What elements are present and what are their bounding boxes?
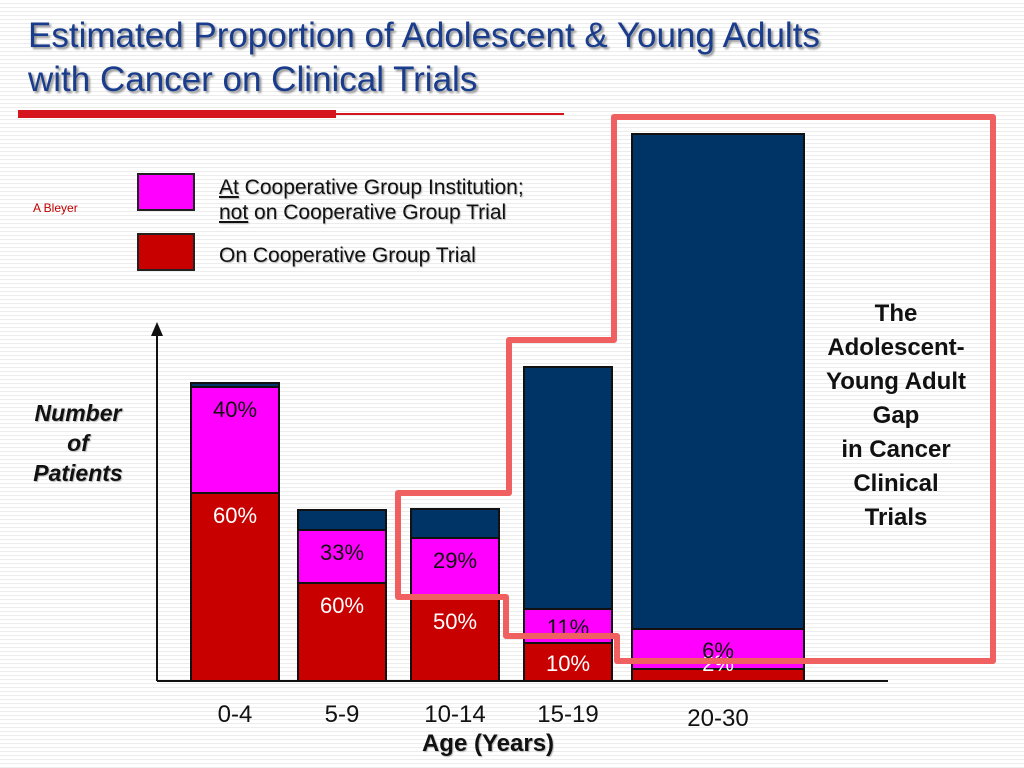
percent-label-at-institution-0-4: 40% (213, 397, 257, 422)
bar-segment-on-trial-10-14 (410, 598, 500, 682)
legend-at-word: At (219, 176, 239, 199)
x-axis-label: Age (Years) (421, 730, 555, 757)
x-tick-label-10-14: 10-14 (424, 701, 485, 728)
bar-segment-other-20-30 (631, 133, 805, 630)
y-axis-label-line: Patients (33, 460, 123, 486)
x-tick-label-0-4: 0-4 (218, 701, 253, 728)
bar-segment-on-trial-15-19 (523, 642, 613, 682)
bar-segment-at-institution-5-9 (297, 529, 387, 584)
gap-annotation-line: Clinical (853, 470, 939, 497)
bar-segment-other-5-9 (297, 509, 387, 531)
bar-segment-at-institution-0-4 (190, 386, 280, 494)
gap-annotation-line: Adolescent- (827, 334, 965, 361)
ticks-group: 0-4 5-9 10-14 15-19 20-30 (218, 701, 749, 732)
legend-label-at-institution: At Cooperative Group Institution; not on… (219, 175, 524, 225)
percent-label-on-trial-0-4: 60% (213, 503, 257, 528)
axes-group (151, 322, 888, 682)
gap-annotation-line: Gap (872, 402, 920, 429)
y-axis-label-line: Number (34, 400, 122, 426)
bar-segment-other-0-4 (190, 382, 280, 388)
gap-annotation-line: Trials (864, 504, 928, 531)
percent-label-at-institution-5-9: 33% (320, 540, 364, 565)
gap-annotation: The Adolescent- Young Adult Gap in Cance… (806, 297, 986, 535)
bar-segment-other-15-19 (523, 366, 613, 610)
legend-line2-rest: on Cooperative Group Trial (248, 201, 507, 224)
bar-segment-on-trial-0-4 (190, 492, 280, 682)
x-tick-label-20-30: 20-30 (687, 705, 748, 732)
title-line-1: Estimated Proportion of Adolescent & You… (28, 16, 820, 55)
legend-swatch-at-institution (137, 173, 195, 211)
percent-label-at-institution-10-14: 29% (433, 548, 477, 573)
gap-highlight-outline (395, 114, 996, 664)
x-tick-label-15-19: 15-19 (537, 701, 598, 728)
legend-line1-rest: Cooperative Group Institution; (238, 176, 524, 199)
legend-swatch-on-trial (137, 233, 195, 271)
percent-label-on-trial-10-14: 50% (433, 609, 477, 634)
percent-label-on-trial-5-9: 60% (320, 593, 364, 618)
gap-annotation-line: The (874, 300, 918, 327)
bar-segment-other-10-14 (410, 508, 500, 539)
author-credit: A Bleyer (33, 201, 78, 215)
title-underline-thin (336, 113, 564, 115)
legend-not-word: not (219, 201, 249, 224)
y-axis-label: Number of Patients (14, 398, 142, 488)
bar-segment-on-trial-5-9 (297, 582, 387, 682)
y-axis-label-line: of (67, 430, 89, 456)
title-underline-red (18, 110, 336, 118)
bars-group (190, 133, 805, 682)
x-tick-label-5-9: 5-9 (325, 701, 360, 728)
gap-annotation-line: in Cancer (841, 436, 951, 463)
legend-label-on-trial: On Cooperative Group Trial (219, 244, 476, 267)
percent-label-on-trial-15-19: 10% (546, 651, 590, 676)
slide-title: Estimated Proportion of Adolescent & You… (28, 14, 820, 102)
gap-annotation-line: Young Adult (826, 368, 966, 395)
y-axis-arrow-icon (151, 322, 163, 336)
title-line-2: with Cancer on Clinical Trials (28, 60, 478, 99)
